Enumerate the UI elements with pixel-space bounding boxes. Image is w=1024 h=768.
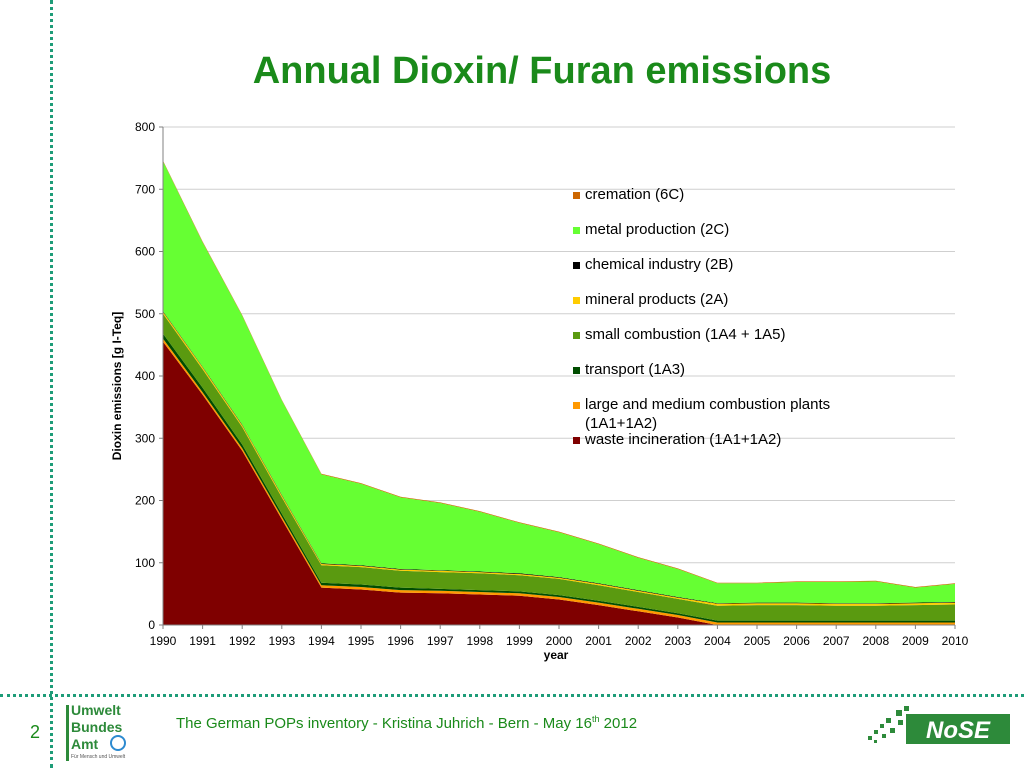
x-tick-label: 2000	[546, 634, 573, 648]
y-tick-label: 500	[135, 307, 155, 321]
y-tick-label: 400	[135, 369, 155, 383]
vertical-dotted-divider	[50, 0, 53, 768]
legend-swatch	[573, 437, 580, 444]
legend-swatch	[573, 332, 580, 339]
x-tick-label: 2008	[862, 634, 889, 648]
x-tick-label: 1995	[348, 634, 375, 648]
legend-swatch	[573, 227, 580, 234]
legend-label: metal production (2C)	[585, 221, 729, 238]
umweltbundesamt-logo: Umwelt Bundes Amt Für Mensch und Umwelt	[66, 703, 136, 763]
footer-main: The German POPs inventory - Kristina Juh…	[176, 715, 592, 732]
x-tick-label: 2006	[783, 634, 810, 648]
horizontal-dotted-divider	[0, 694, 1024, 697]
y-tick-label: 800	[135, 120, 155, 134]
x-tick-label: 1990	[150, 634, 177, 648]
pixel-mosaic-icon	[868, 706, 909, 743]
x-tick-label: 1998	[466, 634, 493, 648]
y-tick-label: 100	[135, 556, 155, 570]
legend-label: waste incineration (1A1+1A2)	[584, 431, 781, 448]
legend-swatch	[573, 262, 580, 269]
x-tick-label: 2009	[902, 634, 929, 648]
x-tick-label: 1991	[189, 634, 216, 648]
x-tick-label: 2001	[585, 634, 612, 648]
x-tick-label: 2010	[942, 634, 969, 648]
legend-label: small combustion (1A4 + 1A5)	[585, 326, 786, 343]
legend-label: transport (1A3)	[585, 361, 685, 378]
x-tick-label: 1992	[229, 634, 256, 648]
x-axis-title: year	[544, 648, 569, 662]
area-series-0	[163, 341, 955, 625]
x-tick-label: 1999	[506, 634, 533, 648]
x-tick-label: 2003	[664, 634, 691, 648]
nose-logo-text: NoSE	[926, 717, 991, 744]
nose-badge	[906, 714, 1010, 744]
y-tick-label: 600	[135, 245, 155, 259]
legend-label-cont: (1A1+1A2)	[585, 415, 657, 432]
x-tick-label: 1997	[427, 634, 454, 648]
dioxin-emissions-chart: 0 100 200 300 400 500 600 700 800 1990 1991 1992 199…	[110, 120, 969, 662]
legend-swatch	[573, 297, 580, 304]
slide-title: Annual Dioxin/ Furan emissions	[252, 50, 832, 92]
slide-number: 2	[30, 722, 41, 742]
logo-line-1: Umwelt	[71, 702, 121, 718]
area-series-6	[163, 161, 955, 604]
y-tick-label: 700	[135, 182, 155, 196]
legend-label: chemical industry (2B)	[585, 256, 733, 273]
x-tick-label: 2004	[704, 634, 731, 648]
legend-label: mineral products (2A)	[585, 291, 728, 308]
footer-year: 2012	[599, 715, 638, 732]
legend-swatch	[573, 192, 580, 199]
logo-tagline: Für Mensch und Umwelt	[71, 754, 126, 760]
x-tick-label: 2007	[823, 634, 850, 648]
logo-line-2: Bundes	[71, 719, 123, 735]
y-tick-label: 0	[148, 618, 155, 632]
logo-line-3: Amt	[71, 736, 99, 752]
footer-superscript: th	[591, 714, 600, 724]
nose-logo: NoSE	[868, 706, 1010, 744]
legend-swatch	[573, 402, 580, 409]
x-tick-label: 1996	[387, 634, 414, 648]
globe-icon	[110, 735, 126, 751]
legend-label: cremation (6C)	[585, 186, 684, 203]
y-tick-label: 200	[135, 494, 155, 508]
y-tick-label: 300	[135, 431, 155, 445]
footer-text: The German POPs inventory - Kristina Juh…	[176, 714, 637, 732]
legend-label: large and medium combustion plants	[585, 396, 830, 413]
legend-swatch	[573, 367, 580, 374]
logo-bar	[66, 705, 69, 761]
x-tick-label: 2005	[744, 634, 771, 648]
x-tick-label: 2002	[625, 634, 652, 648]
x-tick-label: 1993	[268, 634, 295, 648]
x-tick-label: 1994	[308, 634, 335, 648]
y-axis-title: Dioxin emissions [g I-Teq]	[110, 312, 124, 460]
